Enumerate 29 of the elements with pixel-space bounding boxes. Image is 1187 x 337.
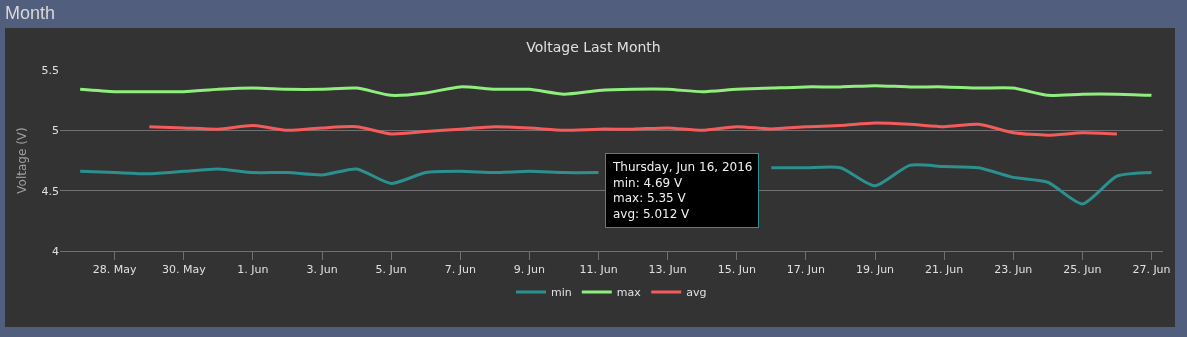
y-tick-label: 4	[52, 244, 59, 258]
y-axis-title: Voltage (V)	[14, 127, 29, 194]
chart-title: Voltage Last Month	[526, 38, 661, 55]
line-series	[147, 121, 1119, 137]
text: Month	[5, 3, 56, 23]
line-series	[78, 84, 1153, 97]
x-tick-label: 25. Jun	[1063, 263, 1102, 277]
x-tick-label: 13. Jun	[648, 263, 687, 277]
x-tick-label: 15. Jun	[717, 263, 756, 277]
x-tick-label: 17. Jun	[786, 263, 825, 277]
legend-label: max	[616, 286, 642, 300]
legend-label: min	[551, 286, 572, 300]
legend-label: avg	[686, 286, 707, 300]
x-tick-label: 23. Jun	[994, 263, 1033, 277]
annotation: Thursday, Jun 16, 2016 min: 4.69 V max: 5.35 V avg: 5.012 V	[612, 160, 753, 221]
y-tick-label: 5.5	[41, 63, 59, 77]
x-tick-label: 1. Jun	[237, 263, 269, 277]
y-tick-label: 5	[52, 124, 59, 138]
x-tick-label: 7. Jun	[444, 263, 476, 277]
x-tick-label: 19. Jun	[855, 263, 895, 277]
x-tick-label: 21. Jun	[925, 263, 964, 277]
x-tick-label: 3. Jun	[306, 263, 338, 277]
x-tick-label: 5. Jun	[375, 263, 407, 277]
x-tick-label: 27. Jun	[1132, 263, 1171, 277]
y-tick-label: 4.5	[41, 184, 59, 198]
x-tick-label: 11. Jun	[579, 263, 618, 277]
x-tick-label: 30. May	[161, 263, 207, 277]
x-tick-label: 9. Jun	[513, 263, 546, 277]
x-tick-label: 28. May	[92, 263, 138, 277]
